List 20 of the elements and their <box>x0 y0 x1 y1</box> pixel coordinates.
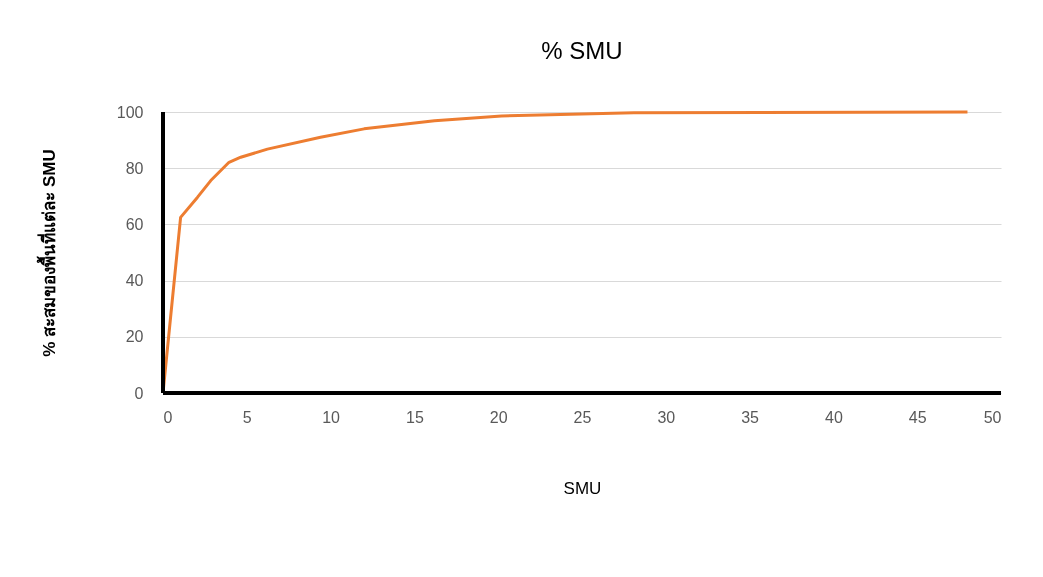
y-tick-label: 40 <box>125 272 144 290</box>
x-tick-label: 50 <box>983 408 1002 426</box>
x-tick-label: 15 <box>406 408 424 426</box>
x-tick-label: 20 <box>489 408 508 426</box>
x-tick-label: 40 <box>825 408 843 426</box>
x-tick-label: 25 <box>573 408 592 426</box>
x-tick-label: 30 <box>657 408 676 426</box>
x-tick-label: 10 <box>322 408 341 426</box>
x-tick-label: 5 <box>242 408 252 426</box>
y-tick-label: 60 <box>125 215 144 233</box>
y-tick-label: 20 <box>125 328 144 346</box>
y-axis-title: % สะสมของพื้นที่แต่ละ SMU <box>35 149 59 357</box>
x-tick-label: 45 <box>908 408 927 426</box>
y-tick-label: 100 <box>116 103 144 121</box>
x-tick-label: 35 <box>741 408 760 426</box>
x-tick-label: 0 <box>163 408 173 426</box>
y-tick-label: 0 <box>134 384 144 402</box>
y-tick-label: 80 <box>125 159 144 177</box>
chart-title: % SMU <box>541 37 623 64</box>
x-axis-title: SMU <box>563 478 602 498</box>
